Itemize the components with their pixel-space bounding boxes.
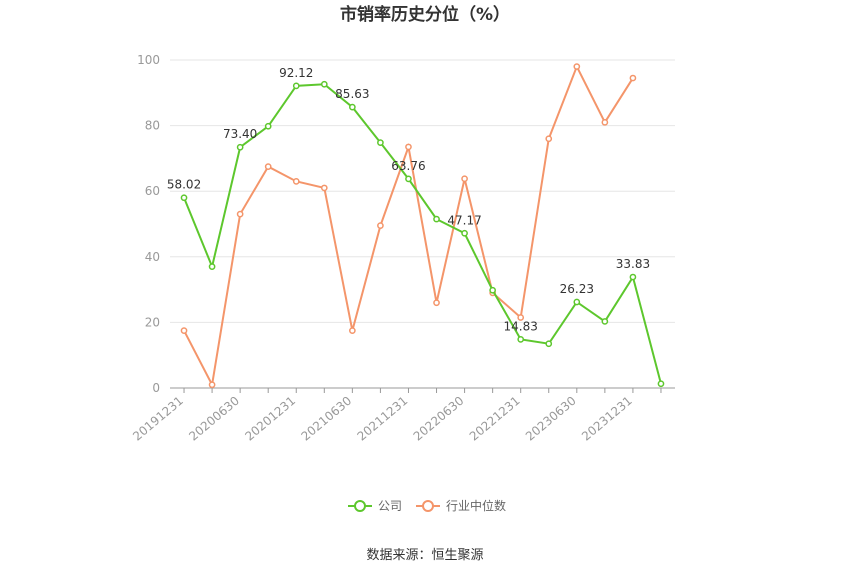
x-tick-label: 20220630 [411, 394, 467, 444]
data-point [433, 299, 440, 307]
series-line [183, 64, 634, 388]
data-point [405, 175, 412, 183]
data-point [601, 318, 609, 325]
data-point [601, 118, 609, 126]
data-point [236, 210, 244, 218]
y-tick-label: 0 [152, 381, 160, 395]
data-point [377, 222, 384, 229]
data-point [545, 135, 553, 143]
data-point [545, 340, 553, 348]
x-tick-label: 20230630 [523, 394, 579, 444]
y-axis-ticks: 0 20 40 60 80 100 [137, 53, 160, 395]
data-label: 33.83 [616, 257, 650, 271]
data-point [657, 380, 665, 388]
legend-swatch-marker [354, 500, 366, 512]
data-point [517, 314, 525, 321]
x-tick-label: 20191231 [130, 394, 186, 444]
x-tick-label: 20221231 [467, 394, 523, 444]
data-label: 58.02 [167, 178, 201, 192]
data-point [292, 82, 300, 90]
data-point [349, 103, 356, 111]
data-point [461, 229, 468, 237]
x-tick-label: 20210630 [299, 394, 355, 444]
x-tick-label: 20211231 [355, 394, 411, 444]
x-axis: 20191231 20200630 20201231 20210630 20211231… [130, 387, 675, 444]
data-point [573, 298, 581, 306]
y-tick-label: 100 [137, 53, 160, 67]
data-label: 14.83 [504, 319, 538, 333]
data-label: 92.12 [279, 66, 313, 80]
x-tick-label: 20201231 [242, 394, 298, 444]
legend[interactable]: 公司 行业中位数 [348, 498, 506, 513]
y-tick-label: 40 [145, 250, 160, 264]
legend-label: 行业中位数 [446, 498, 506, 513]
data-point [208, 381, 216, 389]
data-label: 63.76 [391, 159, 425, 173]
data-point [517, 336, 525, 343]
data-label: 26.23 [560, 282, 594, 296]
data-point [573, 63, 581, 70]
data-point [292, 178, 300, 185]
series-line [183, 83, 662, 384]
data-label: 85.63 [335, 87, 369, 101]
grid-lines [170, 59, 675, 323]
legend-swatch-marker [422, 500, 434, 512]
data-point [629, 273, 637, 281]
legend-label: 公司 [378, 499, 402, 513]
data-point [489, 286, 496, 294]
data-point [349, 327, 356, 334]
series-group [180, 63, 665, 389]
chart-title: 市销率历史分位（%） [340, 4, 510, 25]
data-point [236, 143, 244, 151]
x-tick-label: 20231231 [579, 394, 635, 444]
data-point [264, 163, 272, 170]
y-tick-label: 60 [145, 184, 160, 198]
data-point [405, 143, 412, 151]
data-point [433, 215, 440, 223]
data-point [208, 263, 216, 270]
data-point [377, 139, 384, 147]
data-point [629, 74, 637, 82]
data-point [461, 175, 468, 183]
data-point [264, 122, 272, 130]
x-tick-label: 20200630 [186, 394, 242, 444]
data-point [320, 80, 328, 88]
data-point [320, 184, 328, 192]
y-tick-label: 20 [145, 315, 160, 329]
source-note: 数据来源：恒生聚源 [366, 548, 483, 563]
data-label: 73.40 [223, 127, 257, 141]
data-point [180, 327, 188, 334]
y-tick-label: 80 [145, 119, 160, 133]
data-point [180, 194, 188, 202]
data-label: 47.17 [447, 213, 481, 227]
data-labels: 58.02 73.40 92.12 85.63 63.76 47.17 14.83 26.23… [167, 66, 650, 334]
